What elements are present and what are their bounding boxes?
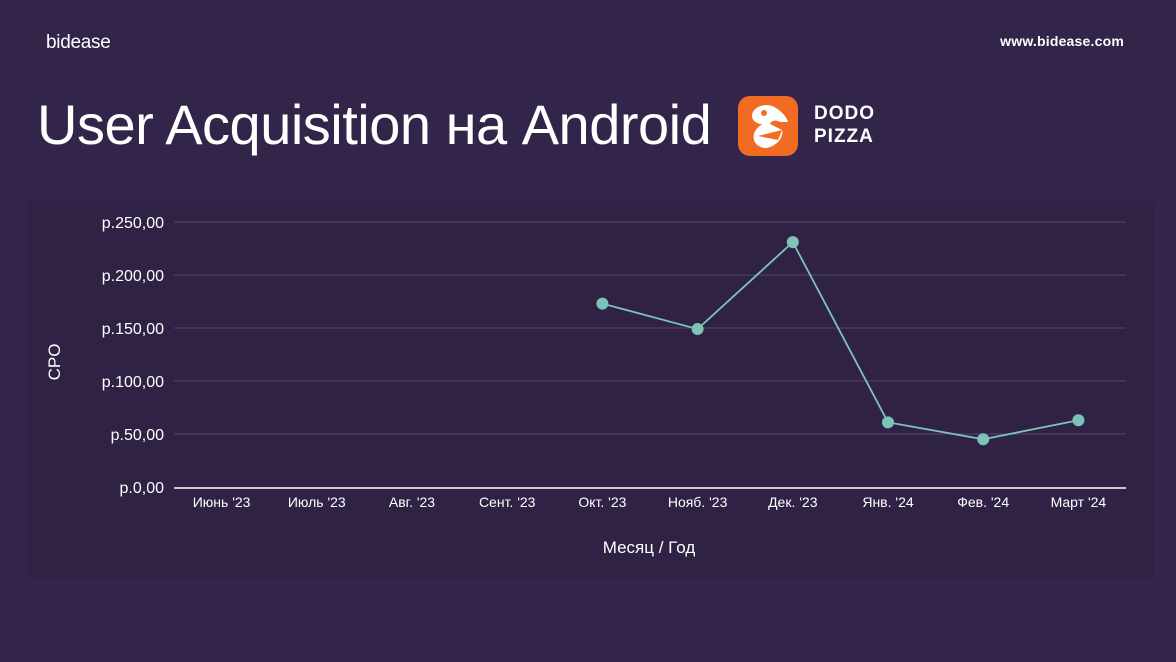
partner-name-line2: PIZZA [814, 126, 874, 147]
page-title: User Acquisition на Android [37, 93, 712, 156]
x-tick-label: Нояб. '23 [668, 494, 728, 510]
x-tick-label: Авг. '23 [389, 494, 435, 510]
data-point [977, 433, 990, 446]
partner-name: DODO PIZZA [814, 102, 875, 148]
x-tick-label: Июль '23 [288, 494, 346, 510]
data-point [596, 297, 609, 310]
series-line [602, 240, 1079, 441]
x-tick-label: Март '24 [1051, 494, 1107, 510]
x-axis-title: Месяц / Год [603, 538, 696, 557]
y-tick-label: р.0,00 [120, 480, 165, 497]
data-point [1072, 414, 1085, 427]
y-tick-label: р.200,00 [102, 268, 164, 285]
data-point [691, 323, 704, 336]
y-tick-label: р.150,00 [102, 321, 164, 338]
x-tick-label: Окт. '23 [578, 494, 626, 510]
y-axis-title: CPO [45, 344, 64, 381]
chart-panel [28, 200, 1154, 578]
x-tick-label: Сент. '23 [479, 494, 536, 510]
partner-name-line1: DODO [814, 103, 875, 124]
y-tick-label: р.50,00 [111, 427, 164, 444]
data-point [786, 236, 799, 249]
x-tick-label: Июнь '23 [193, 494, 251, 510]
data-point [882, 416, 894, 429]
x-tick-label: Фев. '24 [957, 494, 1009, 510]
dodo-bird-icon [738, 96, 798, 156]
y-tick-label: р.250,00 [102, 215, 164, 232]
website-url: www.bidease.com [1000, 33, 1124, 49]
x-tick-label: Янв. '24 [862, 494, 914, 510]
bidease-logo: bidease [46, 32, 111, 53]
x-tick-label: Дек. '23 [768, 494, 818, 510]
y-tick-label: р.100,00 [102, 374, 164, 391]
